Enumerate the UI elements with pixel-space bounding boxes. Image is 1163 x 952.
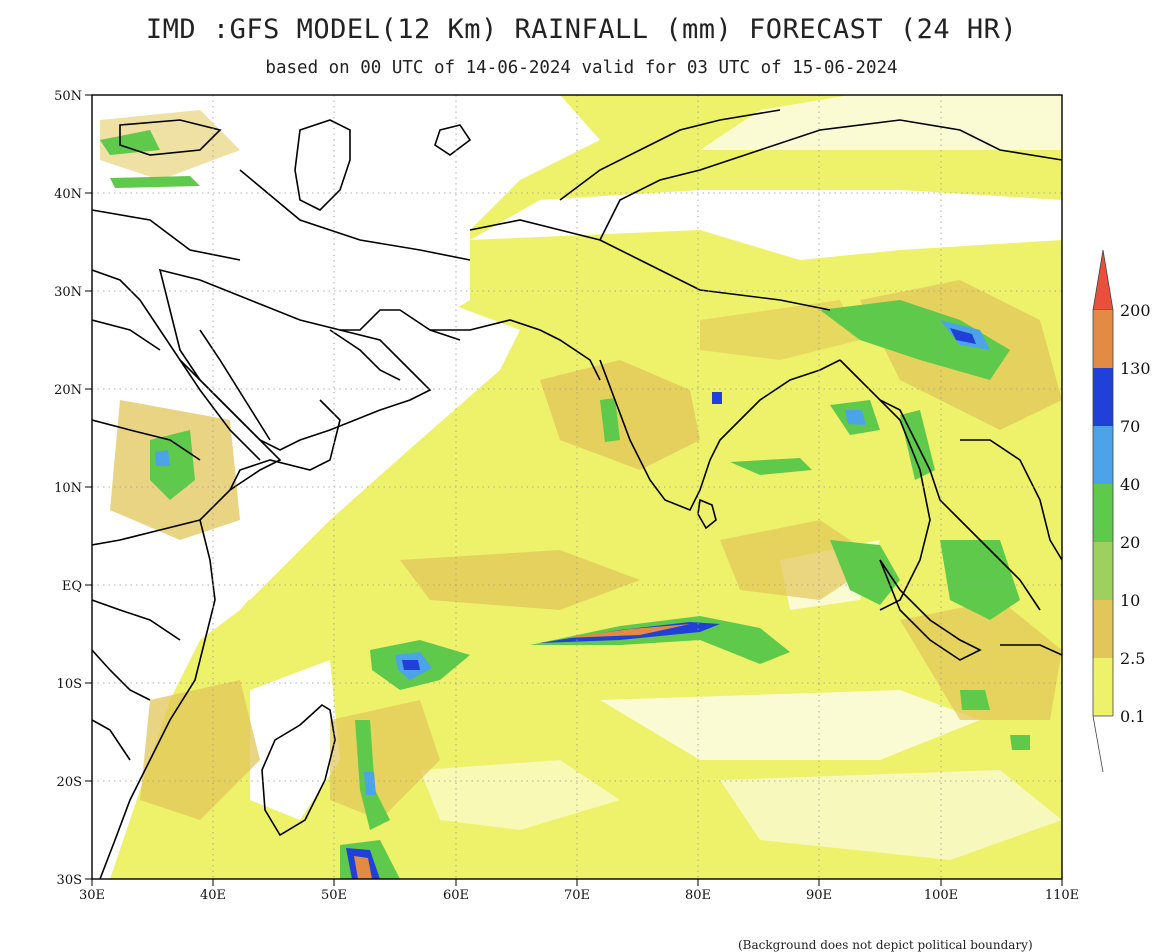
legend-swatch-10-20	[1093, 542, 1113, 600]
legend-label-20: 20	[1120, 533, 1140, 552]
legend-swatch-0-1-2-5	[1093, 658, 1113, 716]
lat-tick-40n: 40N	[54, 187, 82, 202]
legend-swatch-130-200	[1093, 310, 1113, 368]
legend-label-0-1: 0.1	[1120, 707, 1145, 726]
tick-marks	[85, 94, 1063, 886]
lat-tick-10s: 10S	[57, 677, 82, 692]
lat-tick-30s: 30S	[57, 873, 82, 888]
legend-swatch-70-130	[1093, 368, 1113, 426]
lon-tick-70e: 70E	[564, 888, 590, 903]
legend-swatch-20-40	[1093, 484, 1113, 542]
legend-swatch-40-70	[1093, 426, 1113, 484]
lat-tick-20s: 20S	[57, 775, 82, 790]
gridlines	[92, 95, 1062, 879]
lon-tick-60e: 60E	[443, 888, 469, 903]
lon-tick-100e: 100E	[924, 888, 958, 903]
legend-label-200: 200	[1120, 301, 1151, 320]
lat-tick-20n: 20N	[54, 383, 82, 398]
legend-swatch-2-5-10	[1093, 600, 1113, 658]
legend-label-130: 130	[1120, 359, 1151, 378]
lon-tick-90e: 90E	[806, 888, 832, 903]
lon-tick-80e: 80E	[685, 888, 711, 903]
legend-label-10: 10	[1120, 591, 1140, 610]
lat-tick-eq: EQ	[62, 579, 82, 594]
lat-tick-10n: 10N	[54, 481, 82, 496]
legend-label-40: 40	[1120, 475, 1140, 494]
lat-tick-30n: 30N	[54, 285, 82, 300]
legend-swatch-above-200	[1092, 249, 1114, 311]
lon-tick-30e: 30E	[79, 888, 105, 903]
boundary-disclaimer: (Background does not depict political bo…	[738, 938, 1033, 952]
legend-colorbar	[1092, 249, 1114, 773]
lat-tick-50n: 50N	[54, 89, 82, 104]
legend-label-2-5: 2.5	[1120, 649, 1145, 668]
lon-tick-50e: 50E	[321, 888, 347, 903]
lon-tick-110e: 110E	[1045, 888, 1079, 903]
coastlines	[92, 109, 1062, 879]
lon-tick-40e: 40E	[200, 888, 226, 903]
legend-label-70: 70	[1120, 417, 1140, 436]
map-title: IMD :GFS MODEL(12 Km) RAINFALL (mm) FORE…	[145, 14, 1018, 45]
map-subtitle: based on 00 UTC of 14-06-2024 valid for …	[265, 58, 898, 78]
